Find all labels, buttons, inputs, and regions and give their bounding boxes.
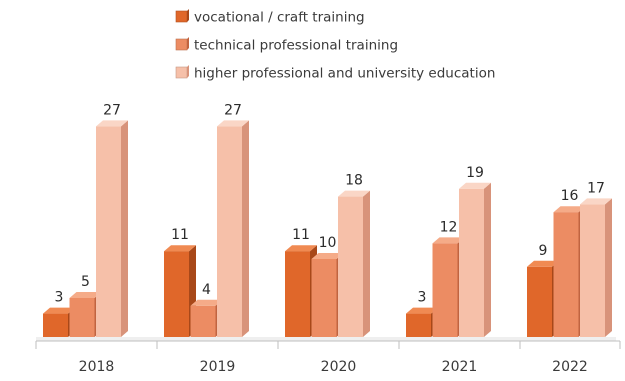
bar-group: 3 12 19 xyxy=(406,165,491,337)
x-axis: 2018 2019 2020 2021 2022 xyxy=(35,340,621,375)
legend-swatch xyxy=(175,38,188,51)
bar-front xyxy=(527,266,552,337)
data-label: 27 xyxy=(103,102,121,118)
bar-top xyxy=(190,299,223,306)
data-label: 16 xyxy=(561,188,579,204)
bar-front xyxy=(190,305,216,337)
bar-front xyxy=(43,313,68,337)
bar-group: 11 4 27 xyxy=(164,102,249,338)
legend-swatch-side xyxy=(187,65,189,78)
bar-front xyxy=(406,313,431,337)
legend-item: technical professional training xyxy=(175,37,398,54)
data-label: 18 xyxy=(345,173,363,189)
bar-group: 11 10 18 xyxy=(285,173,370,337)
bar-top xyxy=(43,307,75,314)
bar-top xyxy=(338,190,370,197)
bar-top xyxy=(69,292,102,298)
data-label: 27 xyxy=(224,102,242,118)
bar-front xyxy=(580,204,605,337)
x-tick-label: 2021 xyxy=(442,359,478,375)
bar-front xyxy=(553,212,579,337)
legend-label: technical professional training xyxy=(194,38,398,54)
bar-top xyxy=(96,120,128,127)
x-tick-label: 2022 xyxy=(552,359,588,375)
bar-front xyxy=(459,188,484,337)
data-label: 9 xyxy=(539,243,548,259)
bar-side xyxy=(242,120,249,338)
bar-front xyxy=(338,196,363,337)
data-label: 12 xyxy=(440,219,458,235)
bar-side xyxy=(121,120,128,338)
bar-top xyxy=(580,198,612,205)
chart-floor xyxy=(36,337,616,341)
bar-front xyxy=(164,251,189,337)
legend-label: higher professional and university educa… xyxy=(194,66,495,82)
data-label: 3 xyxy=(418,290,427,306)
bar-top xyxy=(432,237,465,244)
plot-area: 3 5 27 11 4 27 11 10 18 3 12 19 9 16 17 xyxy=(36,102,616,341)
bar-front xyxy=(217,126,242,338)
bar-group: 9 16 17 xyxy=(527,180,612,337)
bar: 19 xyxy=(459,165,491,337)
bar-side xyxy=(363,190,370,337)
bar: 18 xyxy=(338,173,370,337)
data-label: 4 xyxy=(202,282,211,298)
legend-item: vocational / craft training xyxy=(175,9,365,26)
bar-front xyxy=(311,259,337,337)
bar: 17 xyxy=(580,180,612,337)
bar-group: 3 5 27 xyxy=(43,102,128,338)
bar-front xyxy=(285,251,310,337)
bar-side xyxy=(484,182,491,337)
bar-top xyxy=(311,253,344,259)
data-label: 17 xyxy=(587,180,605,196)
chart-legend: vocational / craft training technical pro… xyxy=(175,9,495,82)
legend-label: vocational / craft training xyxy=(194,10,365,26)
bar-top xyxy=(406,307,438,314)
data-label: 5 xyxy=(81,274,90,290)
bar-top xyxy=(217,120,249,127)
x-tick-label: 2019 xyxy=(200,359,236,375)
bar-top xyxy=(164,245,196,252)
bar-front xyxy=(69,298,95,337)
legend-swatch xyxy=(175,66,188,79)
bar-top xyxy=(527,260,559,267)
x-tick-label: 2018 xyxy=(79,359,115,375)
bar-front xyxy=(432,243,458,337)
bar-top xyxy=(553,206,586,213)
data-label: 3 xyxy=(55,290,64,306)
bar-front xyxy=(96,126,121,338)
data-label: 11 xyxy=(292,227,310,243)
bar: 27 xyxy=(217,102,249,338)
legend-swatch-side xyxy=(187,9,189,22)
bar-side xyxy=(605,198,612,337)
x-tick-label: 2020 xyxy=(321,359,357,375)
data-label: 11 xyxy=(171,227,189,243)
legend-swatch xyxy=(175,10,188,23)
data-label: 10 xyxy=(319,235,337,251)
bar-top xyxy=(285,245,317,252)
bar: 27 xyxy=(96,102,128,338)
legend-swatch-side xyxy=(187,37,189,50)
legend-item: higher professional and university educa… xyxy=(175,65,495,82)
bar-top xyxy=(459,182,491,189)
data-label: 19 xyxy=(466,165,484,181)
